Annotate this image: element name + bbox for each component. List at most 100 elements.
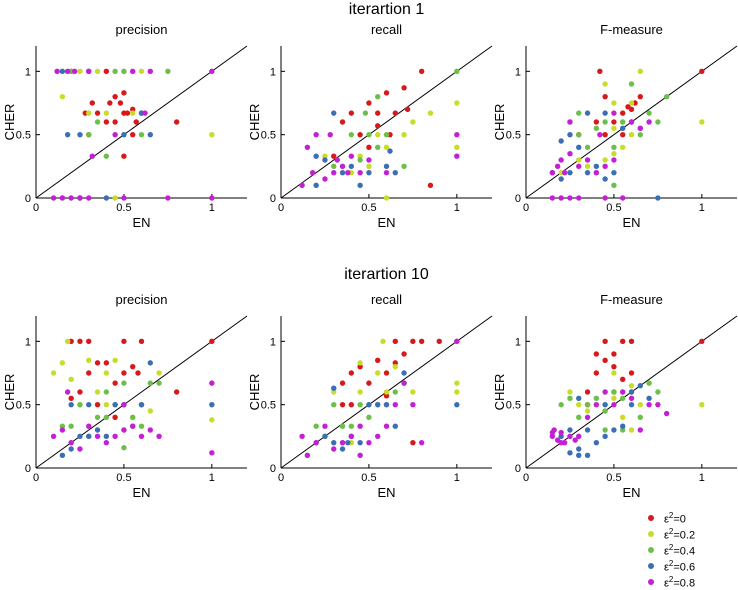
panel-title: precision (115, 292, 167, 307)
data-point (584, 144, 591, 151)
data-point (637, 382, 643, 389)
data-point (401, 85, 407, 91)
data-point (348, 163, 355, 170)
data-point (628, 119, 635, 125)
data-point (620, 338, 626, 345)
data-point (86, 370, 92, 376)
x-tick-label: 0 (33, 202, 39, 214)
data-point (558, 157, 564, 163)
data-point (130, 68, 136, 75)
data-point (322, 433, 328, 440)
data-point (637, 125, 643, 132)
data-point (130, 414, 136, 421)
data-point (628, 338, 635, 345)
y-tick-label: 0 (25, 463, 31, 475)
data-point (103, 110, 110, 116)
data-point (313, 439, 319, 446)
data-point (112, 195, 118, 201)
data-point (387, 148, 393, 154)
data-point (357, 157, 363, 163)
panel-title: precision (115, 22, 167, 37)
data-point (558, 195, 564, 201)
data-point (418, 439, 425, 446)
data-point (611, 182, 617, 189)
y-tick-label: 0 (270, 193, 276, 205)
data-point (133, 119, 139, 125)
x-axis-label: EN (377, 485, 395, 500)
data-point (357, 439, 363, 446)
data-point (121, 380, 127, 386)
data-point (637, 401, 643, 408)
data-point (392, 423, 398, 429)
data-point (322, 176, 328, 182)
data-point (628, 427, 635, 433)
data-point (59, 93, 66, 100)
data-point (348, 423, 355, 429)
data-point (68, 439, 74, 446)
data-point (94, 433, 101, 440)
data-point (138, 338, 145, 345)
data-point (357, 363, 363, 370)
data-point (620, 414, 626, 421)
data-point (156, 380, 162, 386)
data-point (299, 182, 305, 189)
data-point (138, 401, 145, 408)
data-point (89, 100, 95, 106)
y-tick-label: 0.5 (506, 400, 521, 412)
data-point (339, 439, 346, 446)
data-point (138, 131, 145, 138)
data-point (454, 144, 460, 151)
data-point (628, 401, 635, 408)
data-point (68, 423, 74, 429)
legend-label: ε2=0.6 (664, 558, 696, 574)
data-point (334, 157, 340, 163)
data-point (593, 125, 600, 132)
data-point (576, 433, 582, 440)
data-point (401, 370, 407, 376)
data-point (699, 401, 705, 408)
data-point (549, 195, 556, 201)
data-point (628, 395, 635, 402)
data-point (558, 401, 564, 408)
data-point (59, 195, 66, 201)
data-point (549, 429, 556, 436)
data-point (620, 389, 626, 395)
data-point (620, 119, 626, 125)
data-point (121, 153, 127, 159)
data-point (103, 414, 110, 421)
data-point (410, 119, 416, 125)
data-point (602, 357, 608, 364)
x-axis-label: EN (132, 215, 150, 230)
y-tick-label: 0 (25, 193, 31, 205)
data-point (135, 370, 141, 376)
data-point (375, 401, 381, 408)
data-point (602, 401, 608, 408)
data-point (392, 363, 398, 370)
data-point (620, 144, 626, 151)
y-tick-label: 1 (25, 336, 31, 348)
legend-marker (648, 547, 654, 553)
data-point (558, 439, 564, 446)
data-point (121, 68, 127, 75)
data-point (339, 446, 346, 452)
data-point (339, 169, 346, 176)
data-point (628, 382, 635, 389)
data-point (620, 195, 626, 201)
data-point (602, 163, 608, 170)
data-point (89, 153, 95, 159)
y-tick-label: 0.5 (16, 400, 31, 412)
data-point (620, 110, 626, 116)
data-point (576, 446, 582, 452)
data-point (59, 427, 66, 433)
data-point (71, 68, 78, 75)
data-point (322, 423, 328, 429)
y-tick-label: 1 (270, 336, 276, 348)
data-point (209, 338, 215, 345)
data-point (454, 153, 460, 159)
data-point (418, 68, 425, 75)
data-point (331, 169, 337, 176)
data-point (103, 389, 110, 395)
data-point (77, 131, 83, 138)
data-point (383, 131, 390, 138)
